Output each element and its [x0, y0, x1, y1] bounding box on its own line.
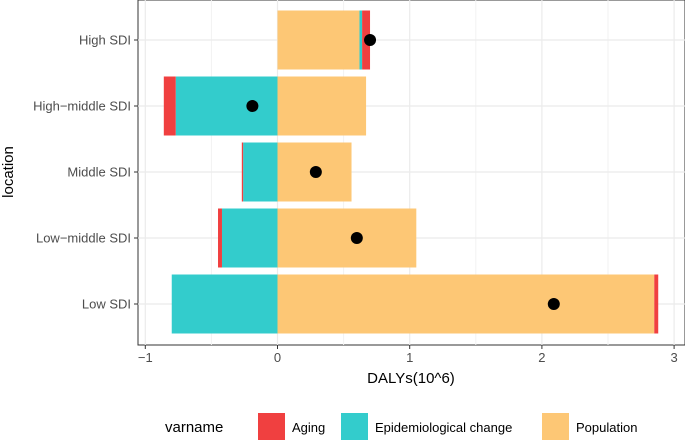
total-point-2	[309, 166, 322, 178]
bar-epidemiological-change-0	[359, 10, 363, 70]
x-tick-label-0: −1	[138, 350, 153, 365]
y-tick-label-4: Low SDI	[82, 297, 131, 312]
legend-label-population: Population	[576, 420, 637, 435]
x-axis: −1 0 1 2 3	[138, 345, 678, 365]
y-axis: High SDI High−middle SDI Middle SDI Low−mid…	[33, 33, 138, 312]
y-tick-label-1: High−middle SDI	[33, 99, 131, 114]
bar-aging-1	[163, 76, 176, 136]
bar-aging-3	[218, 208, 222, 268]
bar-population-1	[277, 76, 367, 136]
y-tick-label-0: High SDI	[79, 33, 131, 48]
legend-key-population	[542, 413, 569, 440]
bar-epidemiological-change-3	[221, 208, 278, 268]
bar-epidemiological-change-1	[175, 76, 278, 136]
total-point-0	[364, 34, 377, 46]
x-tick-label-4: 3	[670, 350, 677, 365]
y-tick-label-3: Low−middle SDI	[36, 231, 131, 246]
bar-aging-2	[241, 142, 244, 202]
bars	[163, 10, 659, 334]
legend: varname Aging Epidemiological change Popul…	[165, 413, 637, 440]
bar-population-0	[277, 10, 360, 70]
total-point-3	[350, 232, 363, 244]
x-tick-label-3: 2	[538, 350, 545, 365]
x-axis-title: DALYs(10^6)	[367, 370, 455, 387]
bar-epidemiological-change-4	[171, 274, 278, 334]
legend-label-epidemiological-change: Epidemiological change	[375, 420, 512, 435]
legend-title: varname	[165, 419, 223, 436]
bar-population-4	[277, 274, 655, 334]
y-tick-label-2: Middle SDI	[67, 165, 131, 180]
y-axis-title: location	[0, 146, 17, 198]
bar-population-3	[277, 208, 417, 268]
legend-key-aging	[258, 413, 285, 440]
legend-label-aging: Aging	[292, 420, 325, 435]
x-tick-label-2: 1	[406, 350, 413, 365]
legend-key-epidemiological-change	[341, 413, 368, 440]
total-point-1	[246, 100, 259, 112]
total-point-4	[547, 298, 560, 310]
x-tick-label-1: 0	[274, 350, 281, 365]
bar-epidemiological-change-2	[243, 142, 278, 202]
total-points	[246, 34, 560, 310]
bar-aging-4	[654, 274, 659, 334]
